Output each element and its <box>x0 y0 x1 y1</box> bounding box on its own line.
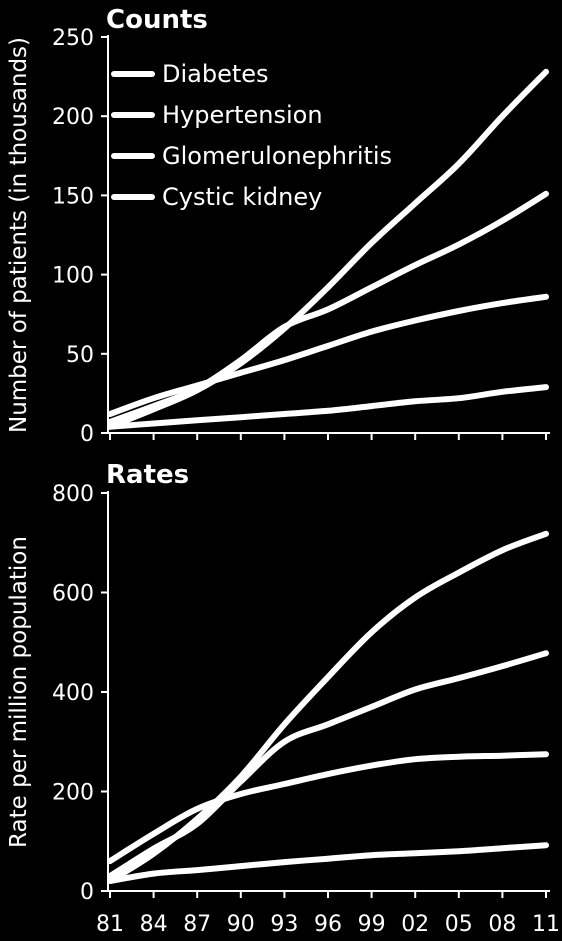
panel-rates-y-tick-label: 800 <box>52 482 94 507</box>
legend-label-cystic-kidney: Cystic kidney <box>162 183 322 211</box>
panel-rates-x-tick-label: 05 <box>445 912 473 937</box>
panel-rates-y-axis-label: Rate per million population <box>6 536 32 848</box>
panel-rates-series-cystic-kidney <box>107 842 549 884</box>
panel-counts-series-glomerulonephritis <box>107 293 549 417</box>
panel-rates-series-diabetes <box>107 530 549 884</box>
panel-rates-series-hypertension <box>107 650 549 880</box>
panel-rates-series-glomerulonephritis <box>107 751 549 865</box>
panel-counts-series-hypertension <box>107 190 549 425</box>
panel-rates-y-tick-label: 0 <box>80 880 94 905</box>
panel-counts-y-tick-label: 200 <box>52 105 94 130</box>
panel-rates-y-tick-label: 600 <box>52 582 94 607</box>
legend-label-hypertension: Hypertension <box>162 101 323 129</box>
panel-rates-y-tick-label: 400 <box>52 681 94 706</box>
panel-rates-x-tick-label: 93 <box>270 912 298 937</box>
panel-counts-y-tick-label: 0 <box>80 422 94 447</box>
panel-rates-y-tick-label: 200 <box>52 781 94 806</box>
panel-rates-x-tick-label: 11 <box>532 912 560 937</box>
panel-counts-series-cystic-kidney <box>107 384 549 430</box>
panel-rates-x-tick-label: 96 <box>314 912 342 937</box>
panel-counts-y-tick-label: 250 <box>52 26 94 51</box>
panel-rates-x-tick-label: 87 <box>183 912 211 937</box>
panel-rates-x-tick-label: 84 <box>140 912 168 937</box>
legend-label-diabetes: Diabetes <box>162 60 269 88</box>
panel-counts-y-axis-label: Number of patients (in thousands) <box>6 37 32 433</box>
panel-counts-y-tick-label: 150 <box>52 184 94 209</box>
panel-rates-x-tick-label: 08 <box>488 912 516 937</box>
panel-rates-x-tick-label: 90 <box>227 912 255 937</box>
panel-rates-title: Rates <box>106 460 189 490</box>
panel-counts-y-tick-label: 50 <box>66 343 94 368</box>
panel-counts-y-tick-label: 100 <box>52 264 94 289</box>
panel-rates-x-tick-label: 81 <box>96 912 124 937</box>
legend-label-glomerulonephritis: Glomerulonephritis <box>162 142 392 170</box>
panel-counts-title: Counts <box>106 5 208 35</box>
panel-rates-x-tick-label: 02 <box>401 912 429 937</box>
panel-rates-x-tick-label: 99 <box>358 912 386 937</box>
